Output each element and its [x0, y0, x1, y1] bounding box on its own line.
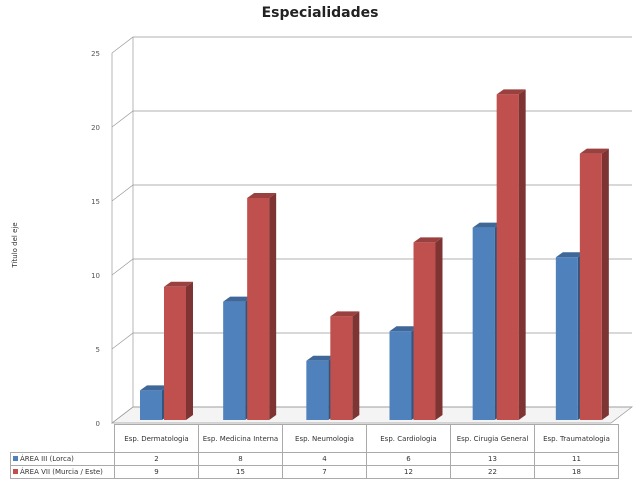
gridline	[111, 258, 632, 276]
y-tick-label: 10	[91, 272, 100, 280]
bar-side	[186, 281, 193, 420]
data-value: 4	[282, 452, 367, 466]
table-row: ÁREA III (Lorca) 2 8 4 6 13 11	[10, 452, 619, 466]
table-header-row: Esp. Dermatologia Esp. Medicina Interna Es…	[11, 424, 619, 453]
bar-top	[247, 193, 277, 198]
bar-area-iii	[555, 257, 578, 420]
data-value: 13	[450, 452, 535, 466]
data-value: 22	[450, 465, 535, 479]
bar-area-iii	[140, 390, 162, 420]
y-tick-label: 5	[96, 346, 100, 354]
category-label: Esp. Cirugia General	[450, 424, 535, 453]
data-value: 12	[366, 465, 451, 479]
y-tick-label: 15	[91, 198, 100, 206]
series-name: ÁREA VII (Murcia / Este)	[20, 468, 103, 476]
series-legend-cell: ÁREA III (Lorca)	[10, 452, 115, 466]
data-value: 11	[534, 452, 619, 466]
legend-swatch	[13, 456, 18, 461]
data-value: 9	[114, 465, 199, 479]
bar-top	[164, 281, 193, 287]
bar-area-vii	[413, 242, 436, 420]
bar-top	[496, 89, 526, 95]
bar-side	[269, 193, 277, 420]
y-tick-label: 25	[91, 50, 100, 58]
series-name: ÁREA III (Lorca)	[20, 455, 74, 463]
bar-area-vii	[247, 198, 270, 420]
bar-top	[223, 296, 253, 302]
bar-side	[435, 237, 443, 420]
y-tick-label: 20	[91, 124, 100, 132]
gridline	[111, 36, 632, 54]
series-legend-cell: ÁREA VII (Murcia / Este)	[10, 465, 115, 479]
bar-top	[389, 326, 419, 332]
bar-area-iii	[389, 331, 412, 420]
bar-side	[601, 148, 609, 420]
bar-area-vii	[496, 94, 519, 421]
legend-swatch	[13, 469, 18, 474]
data-value: 6	[366, 452, 451, 466]
chart-title: Especialidades	[261, 5, 379, 21]
table-corner	[11, 425, 115, 453]
gridline	[111, 110, 632, 128]
data-value: 8	[198, 452, 283, 466]
bar-area-iii	[223, 301, 246, 420]
category-label: Esp. Medicina Interna	[198, 424, 283, 453]
bar-top	[306, 355, 336, 361]
data-table: Esp. Dermatologia Esp. Medicina Interna Es…	[10, 424, 619, 479]
category-label: Esp. Dermatologia	[114, 424, 199, 453]
bar-top	[472, 222, 502, 228]
category-label: Esp. Cardiologia	[366, 424, 451, 453]
data-value: 15	[198, 465, 283, 479]
data-value: 7	[282, 465, 367, 479]
bar-side	[352, 311, 360, 420]
bar-top	[579, 148, 609, 154]
bar-area-vii	[330, 316, 353, 420]
table-row: ÁREA VII (Murcia / Este) 9 15 7 12 22 18	[10, 465, 619, 479]
gridline	[111, 184, 632, 202]
bar-area-iii	[472, 227, 495, 420]
bar-area-iii	[306, 360, 329, 420]
y-tick-label: 0	[96, 420, 100, 428]
bar-area-vii	[164, 286, 186, 420]
bar-top	[140, 385, 169, 391]
category-label: Esp. Neumologia	[282, 424, 367, 453]
bar-top	[330, 311, 360, 317]
data-value: 2	[114, 452, 199, 466]
bar-top	[555, 252, 585, 258]
category-label: Esp. Traumatologia	[534, 424, 619, 453]
data-value: 18	[534, 465, 619, 479]
bar-side	[518, 89, 526, 421]
bar-top	[413, 237, 443, 243]
bar-area-vii	[579, 153, 602, 420]
y-axis-title: Título del eje	[11, 222, 19, 268]
